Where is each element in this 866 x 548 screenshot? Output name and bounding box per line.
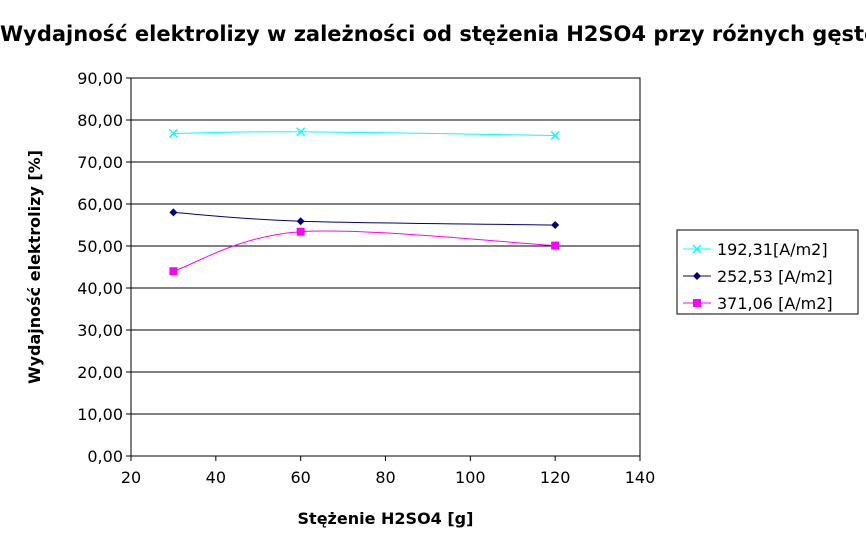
y-tick-label: 50,00 <box>77 237 123 256</box>
data-point <box>169 267 178 276</box>
y-tick-label: 0,00 <box>87 447 123 466</box>
y-tick-label: 90,00 <box>77 69 123 88</box>
data-point <box>169 208 178 217</box>
x-tick-label: 100 <box>455 468 486 487</box>
legend-swatch-marker-stroke <box>692 244 702 254</box>
data-point <box>550 131 560 141</box>
series-3 <box>169 227 560 276</box>
x-tick-label: 120 <box>540 468 571 487</box>
data-point <box>168 128 178 138</box>
legend-swatch-marker <box>693 272 701 280</box>
legend-label: 371,06 [A/m2] <box>717 294 833 313</box>
y-tick-label: 40,00 <box>77 279 123 298</box>
series-2 <box>169 208 560 229</box>
series-line <box>173 131 556 137</box>
legend-item: 252,53 [A/m2] <box>683 267 833 286</box>
gridlines <box>131 77 640 457</box>
legend-swatch-marker <box>693 299 701 307</box>
y-tick-label: 20,00 <box>77 363 123 382</box>
data-point <box>296 217 305 226</box>
data-point-stroke <box>168 128 178 138</box>
x-tick-label: 80 <box>375 468 395 487</box>
plot-area <box>130 77 641 457</box>
chart-title: Wydajność elektrolizy w zależności od st… <box>0 22 866 46</box>
legend-label: 192,31[A/m2] <box>717 240 828 259</box>
legend: 192,31[A/m2] 252,53 [A/m2] 371,06 [A/m2] <box>676 229 859 315</box>
y-tick-label: 30,00 <box>77 321 123 340</box>
series-1 <box>168 127 560 141</box>
y-tick-label: 80,00 <box>77 111 123 130</box>
legend-box <box>676 229 859 315</box>
x-tick-label: 140 <box>625 468 656 487</box>
axis-ticks: 0,00 10,00 20,00 30,00 40,00 50,00 60,00 70,00 8… <box>77 69 655 487</box>
series-layer <box>168 127 560 276</box>
legend-item: 192,31[A/m2] <box>683 240 828 259</box>
legend-item: 371,06 [A/m2] <box>683 294 833 313</box>
x-axis-title: Stężenie H2SO4 [g] <box>298 509 474 528</box>
series-line <box>173 211 556 226</box>
data-point <box>551 221 560 229</box>
data-point-stroke <box>296 127 306 137</box>
data-point <box>551 241 560 250</box>
y-tick-label: 60,00 <box>77 195 123 214</box>
x-tick-label: 40 <box>206 468 226 487</box>
x-tick-label: 20 <box>121 468 141 487</box>
y-tick-label: 70,00 <box>77 153 123 172</box>
y-tick-label: 10,00 <box>77 405 123 424</box>
legend-swatch-marker <box>692 244 702 254</box>
legend-label: 252,53 [A/m2] <box>717 267 833 286</box>
x-tick-label: 60 <box>290 468 310 487</box>
data-point <box>296 127 306 137</box>
series-line <box>173 230 556 272</box>
data-point <box>296 227 305 236</box>
data-point-stroke <box>550 131 560 141</box>
y-axis-title: Wydajność elektrolizy [%] <box>25 150 44 384</box>
